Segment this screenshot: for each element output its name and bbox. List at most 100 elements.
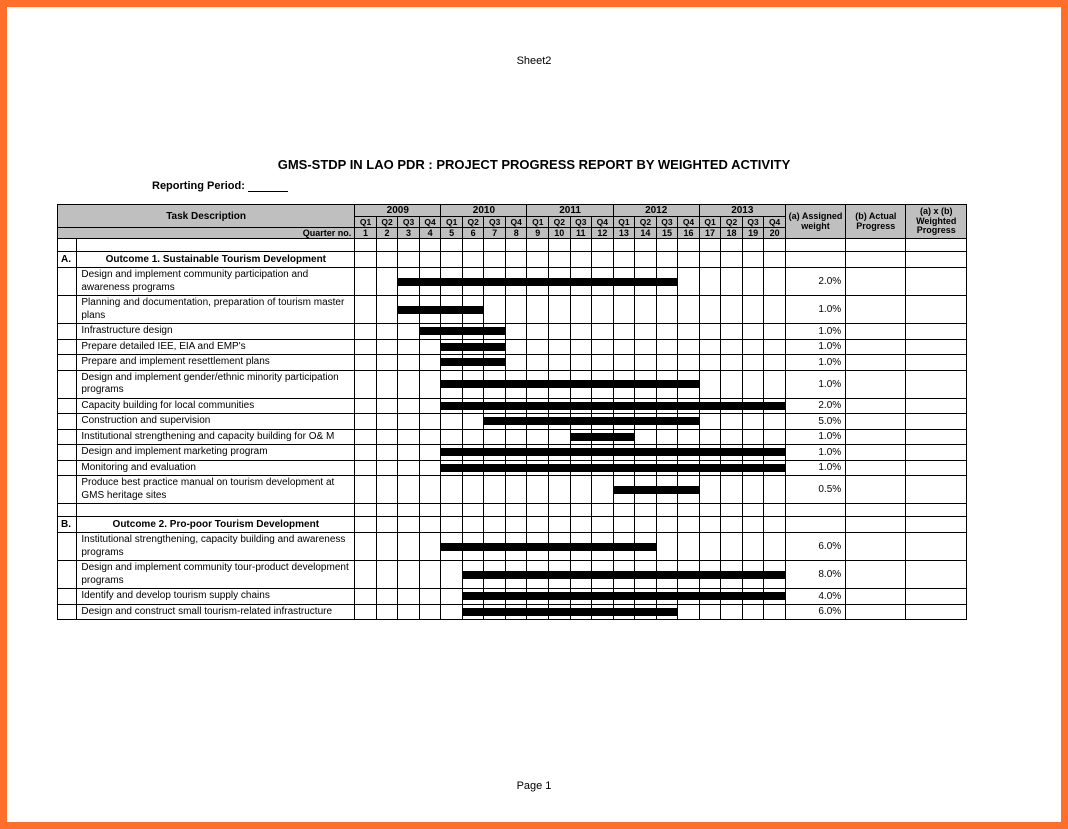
gantt-cell (678, 533, 700, 561)
gantt-cell (721, 355, 743, 371)
gantt-cell (527, 460, 549, 476)
gantt-cell (549, 414, 571, 430)
header-actual-progress: (b) Actual Progress (846, 205, 906, 239)
gantt-bar (570, 278, 592, 286)
gantt-cell (613, 460, 635, 476)
gantt-cell (462, 589, 484, 605)
gantt-bar (484, 448, 506, 456)
gantt-bar (592, 608, 614, 616)
gantt-cell (549, 429, 571, 445)
gantt-bar (570, 464, 592, 472)
actual-progress (846, 533, 906, 561)
header-quarter: Q3 (398, 217, 420, 228)
gantt-cell (441, 445, 463, 461)
gantt-cell (613, 268, 635, 296)
gantt-bar (505, 592, 527, 600)
gantt-cell (613, 370, 635, 398)
gantt-cell (699, 604, 721, 620)
gantt-cell (570, 324, 592, 340)
gantt-cell (376, 339, 398, 355)
gantt-bar (462, 448, 484, 456)
assigned-weight: 1.0% (785, 324, 845, 340)
gantt-bar (505, 608, 527, 616)
gantt-cell (505, 370, 527, 398)
header-quarter-number: 13 (613, 228, 635, 239)
gantt-bar (570, 417, 592, 425)
gantt-cell (592, 561, 614, 589)
reporting-period-text: Reporting Period: (152, 180, 245, 192)
gantt-bar (656, 448, 678, 456)
gantt-cell (678, 561, 700, 589)
gantt-cell (419, 339, 441, 355)
gantt-bar (699, 592, 721, 600)
gantt-bar (721, 464, 743, 472)
gantt-bar (678, 571, 700, 579)
gantt-bar (419, 306, 441, 314)
gantt-cell (376, 604, 398, 620)
gantt-cell (678, 355, 700, 371)
gantt-bar (570, 543, 592, 551)
weighted-progress (906, 429, 967, 445)
header-quarter-number: 14 (635, 228, 657, 239)
gantt-cell (742, 324, 764, 340)
header-quarter: Q3 (742, 217, 764, 228)
gantt-cell (721, 604, 743, 620)
task-row: Prepare detailed IEE, EIA and EMP's1.0% (58, 339, 967, 355)
header-quarter: Q4 (419, 217, 441, 228)
gantt-cell (549, 324, 571, 340)
gantt-cell (505, 355, 527, 371)
gantt-bar (613, 608, 635, 616)
gantt-bar (570, 448, 592, 456)
gantt-cell (592, 460, 614, 476)
gantt-bar (419, 278, 441, 286)
gantt-cell (505, 460, 527, 476)
gantt-cell (721, 476, 743, 504)
weighted-progress (906, 370, 967, 398)
gantt-cell (721, 561, 743, 589)
gantt-cell (635, 324, 657, 340)
gantt-bar (484, 343, 505, 351)
gantt-cell (398, 370, 420, 398)
gantt-bar (441, 402, 462, 410)
gantt-cell (699, 517, 721, 533)
gantt-cell (441, 533, 463, 561)
gantt-cell (527, 561, 549, 589)
gantt-cell (742, 414, 764, 430)
gantt-cell (721, 370, 743, 398)
gantt-bar (549, 464, 571, 472)
gantt-cell (656, 370, 678, 398)
gantt-cell (527, 533, 549, 561)
gantt-cell (355, 355, 377, 371)
header-quarter-number: 9 (527, 228, 549, 239)
gantt-cell (570, 460, 592, 476)
gantt-bar (462, 278, 484, 286)
task-description: Institutional strengthening, capacity bu… (77, 533, 355, 561)
gantt-cell (441, 589, 463, 605)
gantt-bar (613, 380, 635, 388)
gantt-bar (463, 592, 484, 600)
gantt-cell (355, 589, 377, 605)
gantt-cell (462, 429, 484, 445)
gantt-bar (635, 448, 657, 456)
gantt-cell (570, 252, 592, 268)
gantt-cell (764, 445, 786, 461)
gantt-cell (592, 429, 614, 445)
assigned-weight: 1.0% (785, 370, 845, 398)
gantt-cell (721, 533, 743, 561)
gantt-cell (742, 370, 764, 398)
header-year: 2010 (441, 205, 527, 217)
gantt-cell (635, 533, 657, 561)
gantt-bar (721, 571, 743, 579)
task-row: Infrastructure design1.0% (58, 324, 967, 340)
gantt-cell (656, 476, 678, 504)
gantt-bar (613, 433, 634, 441)
gantt-bar (484, 278, 506, 286)
gantt-bar (570, 592, 592, 600)
gantt-cell (441, 429, 463, 445)
header-quarter-number: 12 (592, 228, 614, 239)
header-quarter-number: 17 (699, 228, 721, 239)
gantt-cell (635, 355, 657, 371)
gantt-cell (419, 445, 441, 461)
gantt-bar (462, 306, 483, 314)
gantt-cell (592, 268, 614, 296)
